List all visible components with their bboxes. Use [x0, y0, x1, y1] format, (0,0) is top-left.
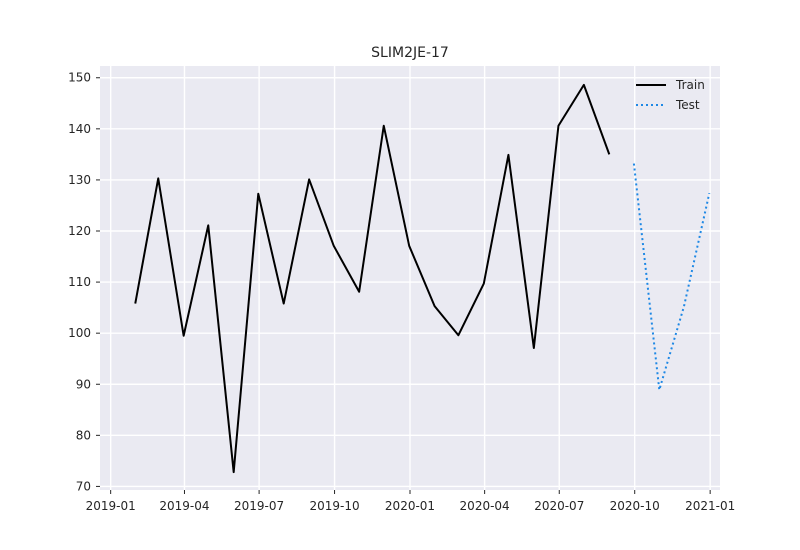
- y-tick-label: 150: [68, 71, 91, 85]
- x-tick-label: 2020-07: [534, 499, 584, 513]
- x-tick-label: 2019-10: [309, 499, 359, 513]
- x-tick-label: 2020-10: [610, 499, 660, 513]
- x-tick-label: 2021-01: [685, 499, 735, 513]
- y-axis-ticks: 70 80 90 100 110 120 130 140 150: [68, 71, 100, 493]
- x-tick-label: 2019-07: [234, 499, 284, 513]
- series-line-test: [632, 163, 711, 391]
- y-tick-label: 110: [68, 275, 91, 289]
- x-tick-label: 2019-04: [159, 499, 209, 513]
- y-tick-label: 100: [68, 326, 91, 340]
- y-tick-label: 70: [76, 479, 91, 493]
- series-lines: [134, 83, 711, 474]
- legend: Train Test: [636, 78, 705, 112]
- grid-lines: [100, 66, 720, 490]
- y-tick-label: 80: [76, 428, 91, 442]
- x-axis-ticks: 2019-01 2019-04 2019-07 2019-10 2020-01 2020-…: [86, 490, 735, 513]
- x-tick-label: 2020-01: [385, 499, 435, 513]
- series-line-train: [134, 83, 611, 474]
- x-tick-label: 2019-01: [86, 499, 136, 513]
- y-tick-label: 130: [68, 173, 91, 187]
- y-tick-label: 140: [68, 122, 91, 136]
- legend-label-test: Test: [675, 98, 700, 112]
- y-tick-label: 90: [76, 377, 91, 391]
- y-tick-label: 120: [68, 224, 91, 238]
- chart-title: SLIM2JE-17: [371, 45, 449, 61]
- legend-label-train: Train: [675, 78, 705, 92]
- x-tick-label: 2020-04: [460, 499, 510, 513]
